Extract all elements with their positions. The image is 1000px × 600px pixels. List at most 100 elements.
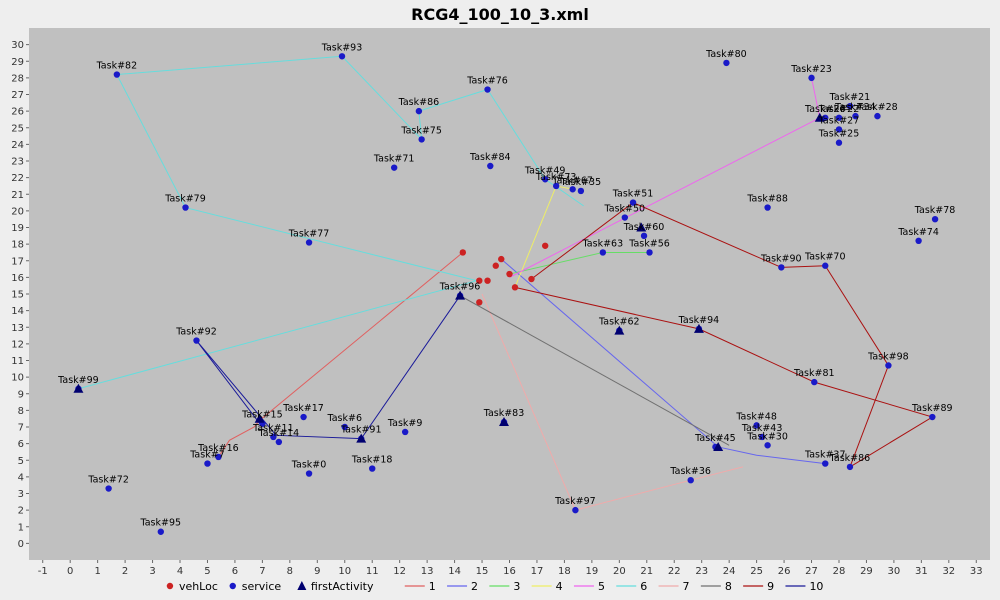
x-tick-label: 22 [668,566,681,577]
vehicle-location-point [476,299,483,306]
chart-title: RCG4_100_10_3.xml [411,5,589,24]
y-tick-label: 24 [11,140,24,151]
vehicle-location-point [541,242,549,249]
vehicle-location-point [511,284,519,291]
task-label: Task#6 [326,413,362,424]
axes: -1 0 1 2 3 4 5 6 7 8 9 10 11 12 13 14 15 16 17 18 19 20 21 22 23… [11,40,982,577]
y-tick-label: 11 [11,356,24,367]
legend: vehLoc service firstActivity 1 2 3 4 5 6 7 8 9 10 [166,580,823,593]
task-label: Task#25 [818,129,860,140]
x-tick-label: 30 [888,566,901,577]
task-label: Task#21 [829,92,871,103]
service-point [835,139,843,146]
service-point [390,164,398,171]
service-point [305,239,313,246]
vehicle-location-point [492,262,499,269]
service-point [577,187,585,195]
task-label: Task#63 [582,238,624,249]
y-tick-label: 15 [11,290,24,301]
legend-label: firstActivity [311,580,374,593]
markers [73,53,939,535]
legend-label: 5 [598,580,605,593]
legend-label: vehLoc [179,580,218,593]
task-label: Task#79 [164,194,206,205]
task-label: Task#60 [623,222,665,233]
task-label: Task#74 [897,227,939,238]
x-tick-label: 20 [613,566,626,577]
first-activity-point [614,325,625,335]
x-tick-label: 24 [723,566,736,577]
x-tick-label: 11 [366,566,379,577]
task-label: Task#17 [282,403,324,414]
service-point [338,53,346,60]
service-point [822,262,829,269]
task-label: Task#22 [818,104,860,115]
service-point [105,485,112,492]
task-label: Task#14 [258,428,300,439]
vehicle-location-point [498,255,505,263]
route-line-6 [78,55,584,390]
service-point [808,74,815,82]
y-tick-label: 3 [18,489,24,500]
task-label: Task#28 [856,102,898,113]
route-line-9 [514,201,934,469]
task-label: Task#99 [57,375,99,386]
task-label: Task#77 [288,228,330,239]
service-point [182,204,189,211]
service-point [157,528,164,535]
service-point [415,107,423,115]
service-point [599,249,607,256]
x-tick-label: 7 [259,566,265,577]
y-tick-label: 28 [11,73,24,84]
x-tick-label: 4 [177,566,183,577]
service-point [778,264,785,271]
task-label: Task#49 [524,165,566,176]
task-label: Task#37 [804,450,846,461]
x-tick-label: 8 [287,566,293,577]
x-tick-label: -1 [38,566,48,577]
task-label: Task#91 [340,425,382,436]
x-tick-label: 9 [314,566,320,577]
x-tick-label: 31 [915,566,928,577]
task-label: Task#76 [466,76,508,87]
task-label: Task#50 [604,204,646,215]
service-point [418,136,425,143]
legend-label: service [242,580,282,593]
task-label: Task#35 [560,177,602,188]
x-tick-label: 25 [750,566,763,577]
legend-label: 10 [809,580,823,593]
service-point [487,162,494,170]
service-point [764,204,771,211]
x-tick-label: 6 [232,566,238,577]
route-line-8 [459,295,730,446]
route-line-7 [481,293,744,511]
x-tick-label: 18 [558,566,571,577]
x-tick-label: 32 [942,566,955,577]
legend-label: 7 [683,580,690,593]
task-label: Task#71 [373,154,415,165]
task-label: Task#93 [321,42,363,53]
y-tick-label: 1 [18,522,24,533]
x-tick-label: 17 [531,566,544,577]
x-tick-label: 27 [805,566,818,577]
legend-label: 8 [725,580,732,593]
task-label: Task#45 [694,433,736,444]
x-tick-label: 2 [122,566,128,577]
x-tick-label: 15 [476,566,489,577]
service-point [341,423,348,431]
y-tick-label: 23 [11,157,24,168]
y-tick-label: 20 [11,206,24,217]
y-tick-label: 29 [11,57,24,68]
first-activity-point [455,290,466,300]
x-tick-label: 33 [970,566,983,577]
task-label: Task#70 [804,252,846,263]
plot-area [29,28,990,560]
task-label: Task#90 [760,253,802,264]
first-activity-point [499,417,510,427]
task-label: Task#78 [914,205,956,216]
x-tick-label: 14 [448,566,461,577]
first-activity-point [636,222,647,232]
vehicle-location-point [506,270,513,278]
task-label: Task#88 [746,194,788,205]
